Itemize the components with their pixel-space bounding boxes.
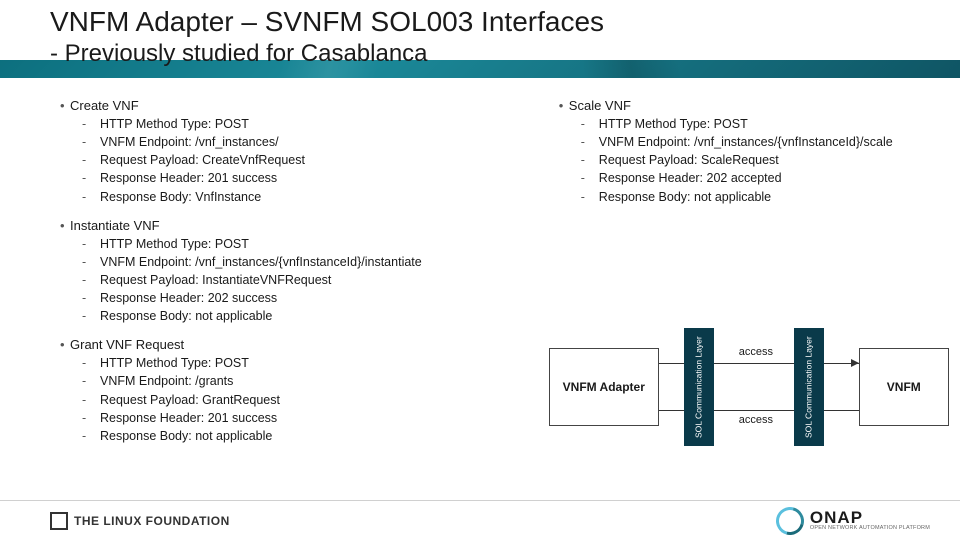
onap-logo-tag: OPEN NETWORK AUTOMATION PLATFORM xyxy=(810,526,930,532)
architecture-diagram: access access VNFM Adapter SOL Communica… xyxy=(549,328,960,448)
slide-footer: THE LINUX FOUNDATION ONAP OPEN NETWORK A… xyxy=(0,500,960,540)
detail-item: Request Payload: CreateVnfRequest xyxy=(100,151,559,169)
linux-foundation-logo: THE LINUX FOUNDATION xyxy=(50,512,230,530)
content-area: •Create VNF HTTP Method Type: POST VNFM … xyxy=(0,78,960,457)
detail-item: Response Header: 201 success xyxy=(100,409,559,427)
slide-header: VNFM Adapter – SVNFM SOL003 Interfaces -… xyxy=(0,0,960,78)
sol-layer-left: SOL Communication Layer xyxy=(684,328,714,446)
detail-item: HTTP Method Type: POST xyxy=(100,354,559,372)
onap-logo-name: ONAP xyxy=(810,509,930,526)
detail-item: HTTP Method Type: POST xyxy=(100,115,559,133)
page-title: VNFM Adapter – SVNFM SOL003 Interfaces xyxy=(50,6,920,38)
vnfm-adapter-box: VNFM Adapter xyxy=(549,348,659,426)
right-column: •Scale VNF HTTP Method Type: POST VNFM E… xyxy=(559,98,920,457)
detail-item: Response Body: not applicable xyxy=(599,188,920,206)
section-scale-vnf: •Scale VNF HTTP Method Type: POST VNFM E… xyxy=(559,98,920,206)
section-create-vnf: •Create VNF HTTP Method Type: POST VNFM … xyxy=(60,98,559,206)
detail-item: HTTP Method Type: POST xyxy=(100,235,559,253)
detail-item: VNFM Endpoint: /vnf_instances/{vnfInstan… xyxy=(100,253,559,271)
lf-logo-text: THE LINUX FOUNDATION xyxy=(74,514,230,528)
section-grant-vnf: •Grant VNF Request HTTP Method Type: POS… xyxy=(60,337,559,445)
lf-mark-icon xyxy=(50,512,68,530)
onap-logo: ONAP OPEN NETWORK AUTOMATION PLATFORM xyxy=(776,507,930,535)
sol-layer-right: SOL Communication Layer xyxy=(794,328,824,446)
access-label-bottom: access xyxy=(739,414,773,426)
detail-item: Response Body: VnfInstance xyxy=(100,188,559,206)
detail-item: Response Body: not applicable xyxy=(100,427,559,445)
detail-item: VNFM Endpoint: /vnf_instances/ xyxy=(100,133,559,151)
detail-item: Response Header: 202 success xyxy=(100,289,559,307)
detail-item: Request Payload: InstantiateVNFRequest xyxy=(100,271,559,289)
section-title: Grant VNF Request xyxy=(70,337,184,352)
page-subtitle: - Previously studied for Casablanca xyxy=(50,40,920,68)
detail-item: HTTP Method Type: POST xyxy=(599,115,920,133)
section-title: Scale VNF xyxy=(569,98,631,113)
access-label-top: access xyxy=(739,346,773,358)
section-title: Instantiate VNF xyxy=(70,218,160,233)
vnfm-box: VNFM xyxy=(859,348,949,426)
detail-item: Request Payload: ScaleRequest xyxy=(599,151,920,169)
detail-item: VNFM Endpoint: /vnf_instances/{vnfInstan… xyxy=(599,133,920,151)
onap-ring-icon xyxy=(771,501,809,539)
detail-item: Response Body: not applicable xyxy=(100,307,559,325)
left-column: •Create VNF HTTP Method Type: POST VNFM … xyxy=(60,98,559,457)
detail-item: Response Header: 202 accepted xyxy=(599,169,920,187)
section-title: Create VNF xyxy=(70,98,139,113)
detail-item: VNFM Endpoint: /grants xyxy=(100,372,559,390)
detail-item: Response Header: 201 success xyxy=(100,169,559,187)
detail-item: Request Payload: GrantRequest xyxy=(100,391,559,409)
section-instantiate-vnf: •Instantiate VNF HTTP Method Type: POST … xyxy=(60,218,559,326)
